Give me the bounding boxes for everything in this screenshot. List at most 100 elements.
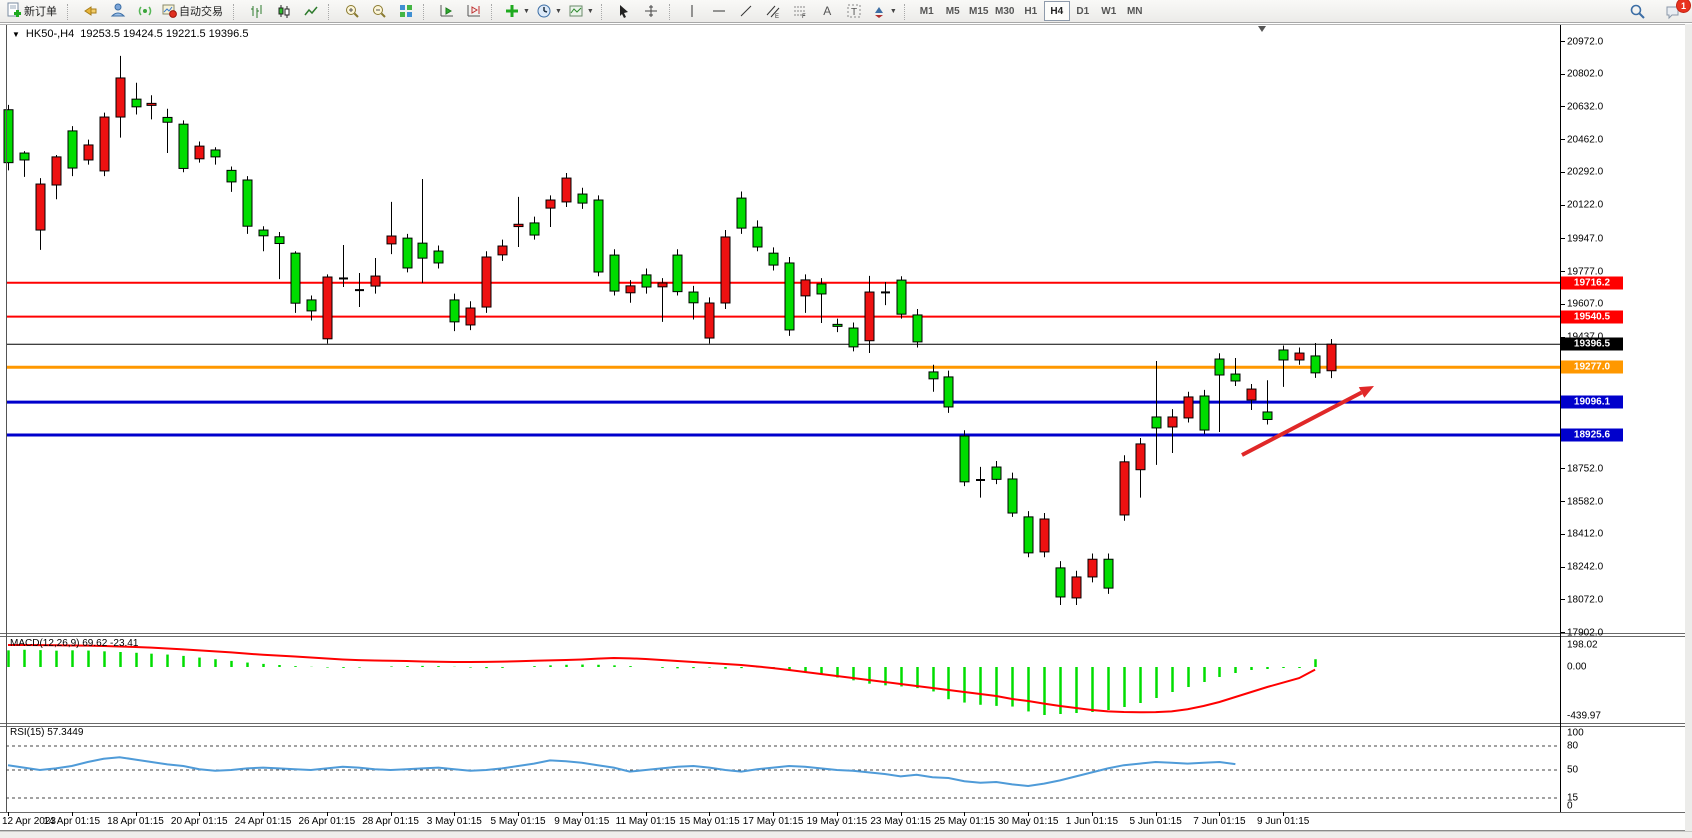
price-tick — [1560, 303, 1565, 305]
date-label: 25 May 01:15 — [934, 816, 995, 827]
auto-trading-button[interactable]: 自动交易 — [158, 0, 229, 22]
candle-bear — [1071, 576, 1082, 599]
timeframe-W1[interactable]: W1 — [1101, 5, 1117, 17]
notifications-button[interactable]: 1 — [1659, 0, 1691, 23]
price-tick-label: 20802.0 — [1567, 68, 1604, 80]
date-label: 5 May 01:15 — [490, 816, 546, 827]
price-tick-label: 20462.0 — [1567, 134, 1604, 146]
candle-bear — [115, 77, 126, 118]
candle-bull — [752, 226, 763, 248]
rsi-axis-label: 80 — [1567, 740, 1579, 752]
candle-bear — [194, 145, 205, 160]
candle-bear — [370, 275, 381, 287]
date-tick — [518, 812, 520, 816]
date-label: 26 Apr 01:15 — [298, 816, 356, 827]
timeframe-H4[interactable]: H4 — [1043, 1, 1070, 21]
trend-arrow-head[interactable] — [1358, 386, 1374, 398]
price-tick — [1560, 73, 1565, 75]
tile-windows-button[interactable] — [392, 0, 419, 22]
arrows-tool-button[interactable]: ▼ — [868, 0, 900, 22]
price-badge-19716.2: 19716.2 — [1561, 276, 1623, 290]
text-label-tool-button[interactable]: T — [841, 0, 868, 22]
toolbar-separator — [600, 3, 608, 20]
timeframe-H1[interactable]: H1 — [1024, 5, 1038, 17]
candle-bear — [1326, 343, 1337, 372]
trend-arrow[interactable] — [1241, 390, 1363, 457]
candle-bull — [577, 193, 588, 204]
price-tick-label: 19777.0 — [1567, 266, 1604, 278]
price-tick-label: 17902.0 — [1567, 627, 1604, 638]
macd-axis-label: 198.02 — [1567, 639, 1598, 651]
candle-bull — [1199, 395, 1210, 431]
candle-bear — [1119, 461, 1130, 516]
crosshair-tool-button[interactable] — [638, 0, 665, 22]
price-tick-label: 18072.0 — [1567, 594, 1604, 606]
trendline-tool-button[interactable] — [733, 0, 760, 22]
one-click-collapse-icon[interactable]: ▼ — [12, 29, 20, 39]
date-tick — [709, 812, 711, 816]
candlestick-chart-button[interactable] — [270, 0, 297, 22]
toolbar-separator — [668, 3, 676, 20]
zoom-out-button[interactable] — [365, 0, 392, 22]
candle-bear — [35, 183, 46, 231]
bar-chart-button[interactable] — [243, 0, 270, 22]
price-tick-label: 19607.0 — [1567, 298, 1604, 310]
fibonacci-tool-button[interactable]: F — [787, 0, 814, 22]
accounts-button[interactable] — [104, 0, 131, 22]
candle-bear — [545, 199, 556, 209]
new-order-label: 新订单 — [24, 6, 57, 18]
date-tick — [581, 812, 583, 816]
candle-bull — [1278, 349, 1289, 361]
rsi-label: RSI(15) 57.3449 — [10, 727, 84, 738]
date-label: 7 Jun 01:15 — [1193, 816, 1246, 827]
timeframe-M30[interactable]: M30 — [995, 5, 1015, 17]
date-label: 1 Jun 01:15 — [1065, 816, 1119, 827]
date-tick — [1028, 812, 1030, 816]
candle-bear — [720, 236, 731, 304]
zoom-in-button[interactable] — [338, 0, 365, 22]
timeframe-M15[interactable]: M15 — [969, 5, 989, 17]
templates-button[interactable]: ▼ — [565, 0, 597, 22]
timeframe-M1[interactable]: M1 — [919, 5, 934, 17]
price-badge-18925.6: 18925.6 — [1561, 428, 1623, 442]
candle-bear — [497, 245, 508, 256]
new-order-icon — [6, 2, 22, 21]
horizontal-line-tool-button[interactable] — [706, 0, 733, 22]
timeframe-MN[interactable]: MN — [1126, 5, 1143, 17]
chevron-down-icon: ▼ — [889, 7, 897, 15]
candle-bear — [657, 282, 668, 288]
indicators-button[interactable]: ▼ — [501, 0, 533, 22]
candle-bear — [1183, 396, 1194, 419]
channel-tool-button[interactable]: E — [760, 0, 787, 22]
candle-bull — [433, 250, 444, 264]
candle-bear — [322, 276, 333, 340]
vertical-line-tool-button[interactable] — [679, 0, 706, 22]
candle-bull — [848, 327, 859, 348]
candle-bear — [146, 102, 157, 106]
timeframe-D1[interactable]: D1 — [1076, 5, 1090, 17]
symbol-period-label: HK50-,H4 — [25, 28, 75, 40]
timeframe-M5[interactable]: M5 — [945, 5, 960, 17]
candle-bull — [242, 179, 253, 227]
candle-bull — [1055, 567, 1066, 598]
cursor-tool-button[interactable] — [611, 0, 638, 22]
new-order-button[interactable]: 新订单 — [3, 0, 63, 22]
date-tick — [326, 812, 328, 816]
date-label: 20 Apr 01:15 — [170, 816, 228, 827]
chart-shift-button[interactable] — [460, 0, 487, 22]
price-tick-label: 20972.0 — [1567, 36, 1604, 47]
candle-bull — [1310, 355, 1321, 374]
auto-scroll-button[interactable] — [433, 0, 460, 22]
signal-button[interactable] — [131, 0, 158, 22]
periods-button[interactable]: ▼ — [533, 0, 565, 22]
date-tick — [1091, 812, 1093, 816]
candle-bear — [513, 223, 524, 228]
candle-bull — [274, 236, 285, 245]
toolbar-separator — [67, 3, 74, 20]
search-button[interactable] — [1624, 1, 1651, 23]
mql5-button[interactable] — [77, 0, 104, 22]
line-chart-button[interactable] — [297, 0, 324, 22]
chart-shift-marker[interactable] — [1258, 26, 1266, 32]
date-label: 12 Apr 2023 — [2, 816, 56, 827]
text-tool-button[interactable]: A — [823, 4, 832, 18]
